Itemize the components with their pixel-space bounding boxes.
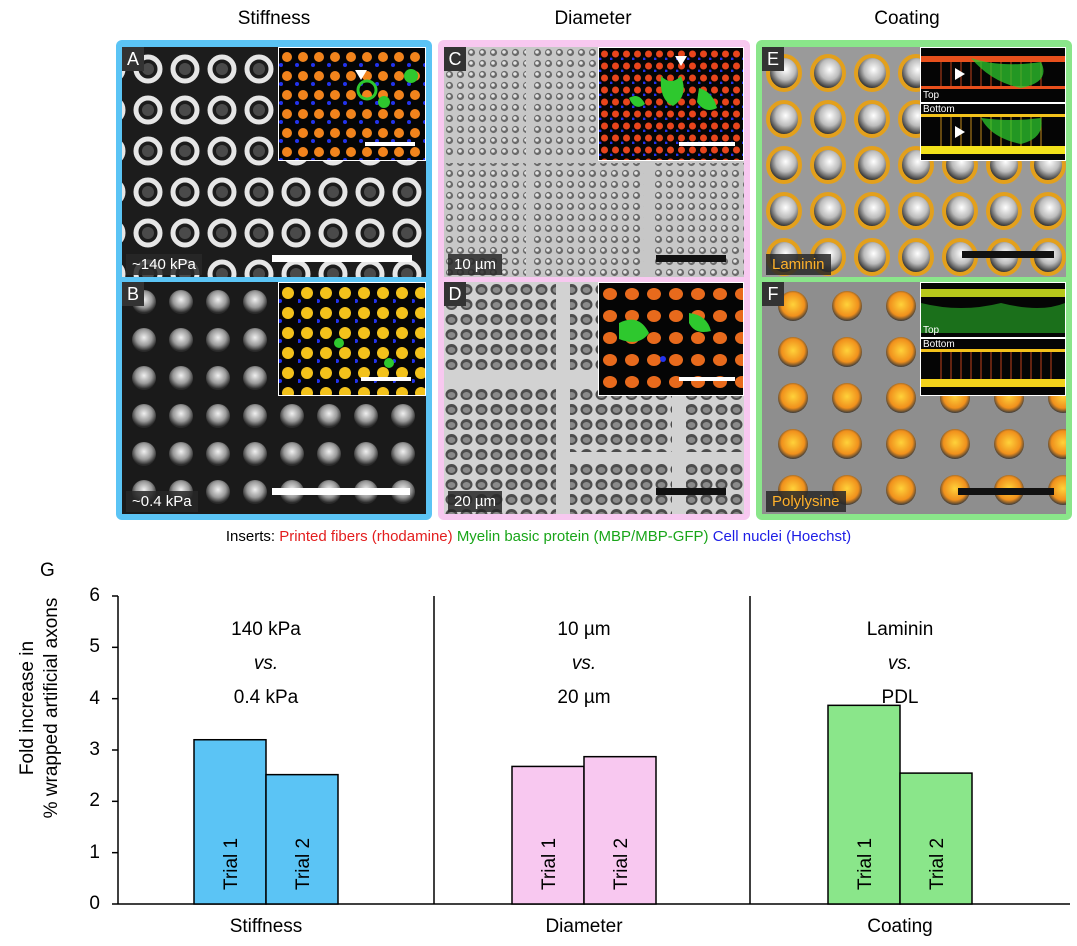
panel-c-fluorescence-inset [598, 47, 744, 161]
panel-f-top-inset: Top [920, 282, 1066, 338]
panel-f-top-label: Top [923, 325, 940, 336]
bar-label-stiffness-trial-2: Trial 2 [293, 838, 314, 890]
panel-f-scale-bar [958, 488, 1054, 495]
panel-e-top-inset: Top [920, 47, 1066, 103]
panel-e-top-label: Top [923, 90, 940, 101]
panel-a-image: A ~140 kPa [122, 47, 426, 277]
panel-d-image: D 20 µm [444, 282, 744, 514]
bar-stiffness-trial-1 [193, 738, 267, 905]
bar-label-coating-trial-2: Trial 2 [927, 838, 948, 890]
bar-stiffness-trial-2 [265, 773, 339, 905]
inserts-legend: Inserts: Printed fibers (rhodamine) Myel… [0, 528, 1077, 545]
panel-d-fluorescence-inset [598, 282, 744, 396]
y-axis-label-line2: % wrapped artificial axons [41, 597, 62, 819]
panel-b-stiffness-tag: ~0.4 kPa [126, 491, 198, 512]
bar-label-diameter-trial-2: Trial 2 [611, 838, 632, 890]
panel-f-coating-tag: Polylysine [766, 491, 846, 512]
bar-coating-trial-2 [899, 772, 973, 905]
y-axis-label: Fold increase in % wrapped artificial ax… [16, 558, 64, 858]
comparison-text-0-2: 0.4 kPa [233, 687, 299, 708]
panel-e-bottom-inset: Bottom [920, 103, 1066, 161]
x-category-label-2: Coating [867, 916, 933, 937]
panel-b-image: B ~0.4 kPa [122, 282, 426, 514]
comparison-text-0-1: vs. [253, 653, 279, 674]
comparison-text-2-2: PDL [881, 687, 919, 708]
x-category-label-0: Stiffness [229, 916, 303, 937]
column-title-coating: Coating [874, 8, 940, 29]
panel-c-image: C 10 µm [444, 47, 744, 277]
legend-prefix: Inserts: [225, 528, 280, 545]
panel-c-scale-bar [656, 255, 726, 262]
panel-g-letter: G [40, 560, 55, 581]
column-title-diameter: Diameter [554, 8, 632, 29]
panel-f-letter: F [762, 282, 784, 306]
legend-mbp: Myelin basic protein (MBP/MBP-GFP) [456, 528, 709, 545]
y-tick-label-0: 0 [89, 893, 100, 914]
x-category-label-1: Diameter [545, 916, 623, 937]
panel-e-bottom-label: Bottom [923, 104, 955, 115]
panel-e-image: E Top Bottom Laminin [762, 47, 1066, 277]
y-tick-label-6: 6 [89, 585, 100, 606]
panel-d-scale-bar [656, 488, 726, 495]
panel-b-scale-bar [272, 488, 410, 495]
comparison-text-2-0: Laminin [866, 619, 934, 640]
panel-b-fluorescence-inset [278, 282, 426, 396]
comparison-text-1-2: 20 µm [557, 687, 611, 708]
panel-f-image: F Top Bottom Polylysine [762, 282, 1066, 514]
y-tick-label-1: 1 [89, 841, 100, 863]
bar-label-coating-trial-1: Trial 1 [855, 838, 876, 890]
comparison-text-1-1: vs. [571, 653, 597, 674]
bar-label-diameter-trial-1: Trial 1 [539, 838, 560, 890]
legend-nuclei-a: Cell nuclei [712, 528, 782, 545]
panel-c-diameter-tag: 10 µm [448, 254, 502, 275]
panel-d-letter: D [444, 282, 466, 306]
y-tick-label-2: 2 [89, 790, 100, 812]
panel-f-bottom-label: Bottom [923, 339, 955, 350]
bar-coating-trial-1 [827, 704, 901, 905]
panel-c-letter: C [444, 47, 466, 71]
panel-a-scale-bar [272, 255, 412, 262]
y-tick-label-4: 4 [89, 687, 100, 709]
panel-f-bottom-inset: Bottom [920, 338, 1066, 396]
y-axis-label-line1: Fold increase in [17, 640, 38, 776]
y-tick-label-5: 5 [89, 636, 100, 658]
column-title-stiffness: Stiffness [237, 8, 311, 29]
legend-fibers: Printed fibers (rhodamine) [279, 528, 453, 545]
comparison-text-1-0: 10 µm [557, 619, 611, 640]
panel-b-letter: B [122, 282, 144, 306]
comparison-text-0-0: 140 kPa [231, 619, 301, 640]
panel-d-diameter-tag: 20 µm [448, 491, 502, 512]
y-tick-label-3: 3 [89, 739, 100, 760]
comparison-text-2-1: vs. [887, 653, 913, 674]
panel-e-letter: E [762, 47, 784, 71]
bar-label-stiffness-trial-1: Trial 1 [221, 838, 242, 890]
panel-a-letter: A [122, 47, 144, 71]
panel-e-coating-tag: Laminin [766, 254, 831, 275]
bar-diameter-trial-2 [583, 755, 657, 905]
panel-a-fluorescence-inset [278, 47, 426, 161]
bar-diameter-trial-1 [511, 765, 585, 905]
panel-a-stiffness-tag: ~140 kPa [126, 254, 202, 275]
legend-nuclei-b: (Hoechst) [786, 528, 852, 545]
panel-e-scale-bar [962, 251, 1054, 258]
